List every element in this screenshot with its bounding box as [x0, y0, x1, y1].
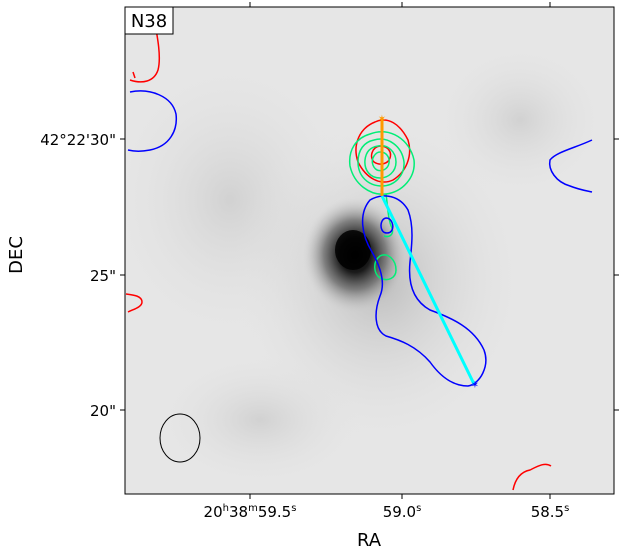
- y-tick-label: 42°22'30": [40, 131, 116, 149]
- red-contour: [132, 71, 136, 79]
- red-contour: [355, 119, 411, 183]
- red-contour: [125, 293, 143, 313]
- blue-lobe-axis: [380, 195, 476, 385]
- x-axis-label: RA: [357, 530, 382, 551]
- blue-contour: [361, 195, 487, 387]
- blue-contour: [127, 90, 178, 152]
- green-contour: [374, 254, 397, 281]
- x-tick-label: 58.5s: [531, 503, 570, 521]
- y-tick-label: 20": [90, 402, 116, 420]
- panel-label: N38: [131, 11, 167, 32]
- x-axis: 20h38m59.5s 59.0s 58.5s RA: [204, 2, 570, 551]
- y-axis: 42°22'30" 25" 20" DEC: [6, 131, 619, 420]
- beam-ellipse: [159, 413, 201, 463]
- blue-lobe-marker: ✶: [471, 380, 479, 391]
- y-tick-label: 25": [90, 267, 116, 285]
- panel-label-box: N38: [124, 6, 174, 35]
- green-contour: [371, 151, 390, 172]
- y-axis-label: DEC: [6, 236, 27, 274]
- diffuse-emission: [430, 40, 610, 200]
- image-panel: ✶ ✶: [125, 7, 614, 494]
- blue-contour: [380, 217, 394, 234]
- red-contour: [512, 463, 552, 491]
- diffuse-emission: [150, 350, 370, 490]
- green-contour: [364, 144, 397, 179]
- x-tick-label: 59.0s: [383, 503, 422, 521]
- x-tick-label: 20h38m59.5s: [204, 503, 297, 521]
- blue-contour: [548, 139, 593, 193]
- plot-frame: [124, 6, 615, 495]
- red-lobe-marker: ✶: [378, 114, 386, 125]
- dark-source-core: [335, 230, 371, 270]
